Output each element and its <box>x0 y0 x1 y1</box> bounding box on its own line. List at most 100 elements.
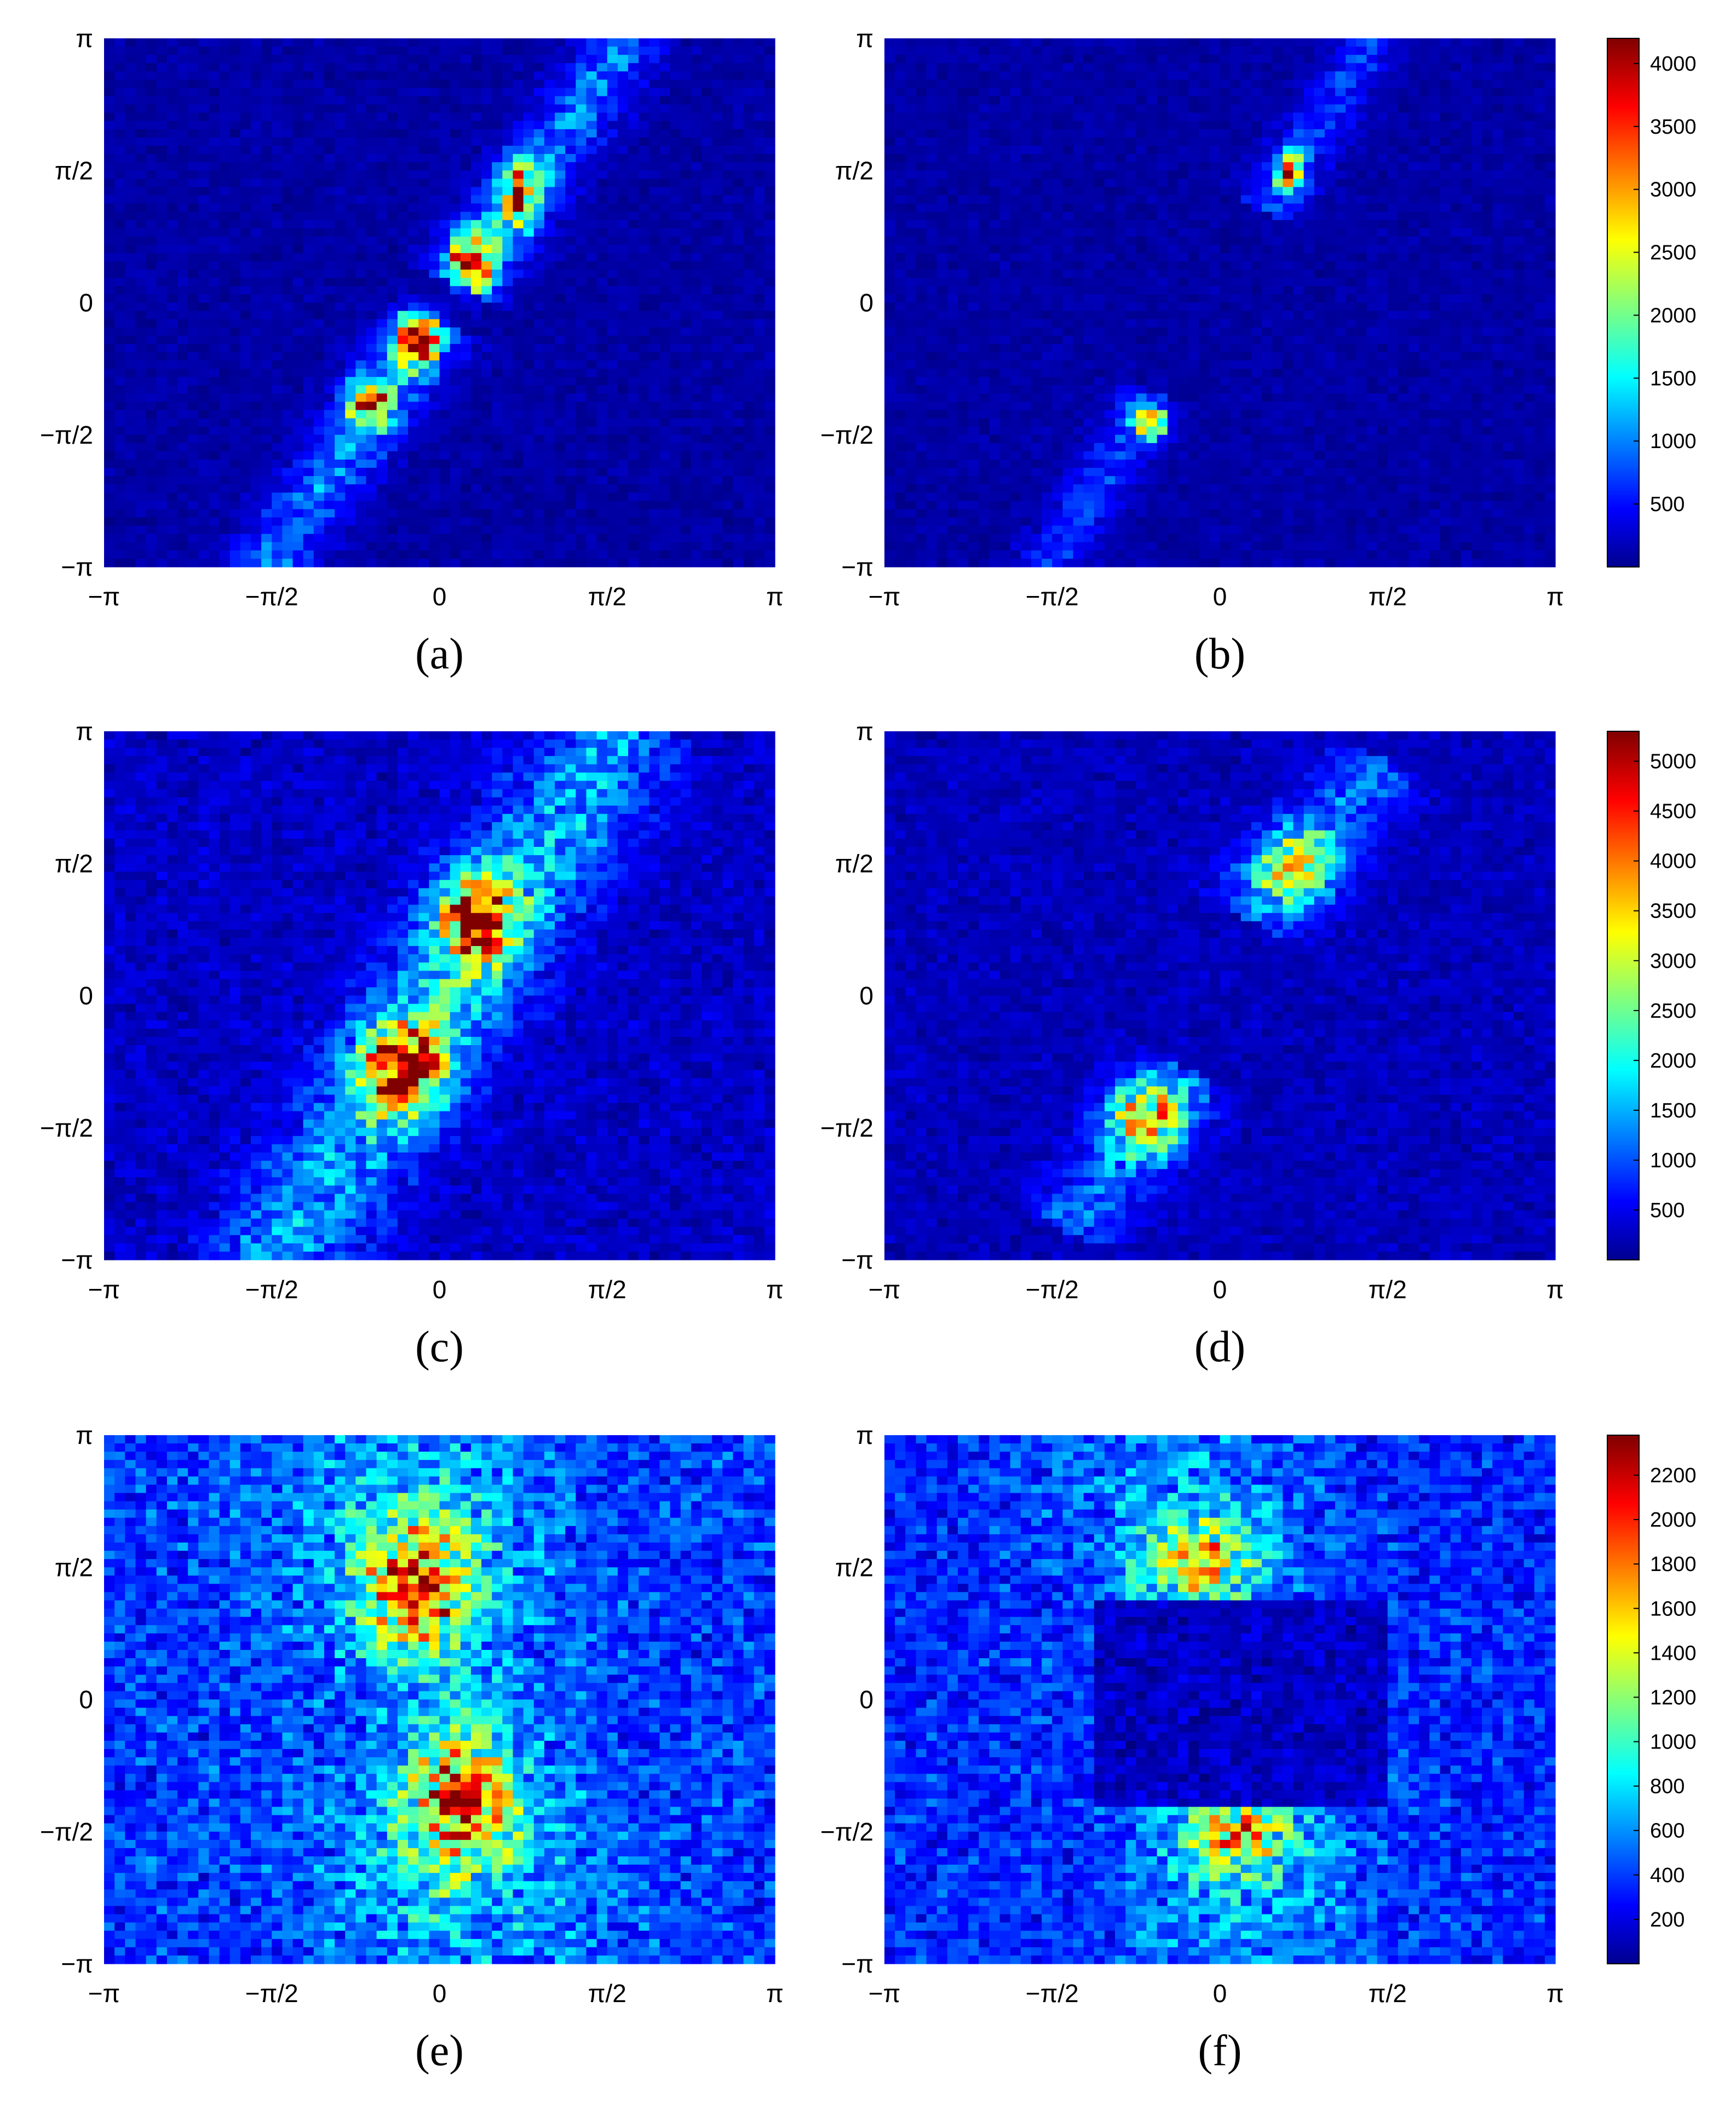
heatmap-cell <box>702 468 712 477</box>
heatmap-cell <box>1157 104 1168 113</box>
heatmap-cell <box>114 343 125 353</box>
heatmap-cell <box>1503 112 1514 122</box>
heatmap-cell <box>397 55 409 64</box>
heatmap-cell <box>1115 71 1126 80</box>
heatmap-cell <box>135 137 147 146</box>
heatmap-cell <box>1094 137 1105 146</box>
heatmap-cell <box>188 270 199 278</box>
heatmap-cell <box>125 402 136 411</box>
heatmap-cell <box>104 88 115 97</box>
heatmap-cell <box>680 112 692 122</box>
y-tick-label: π/2 <box>55 156 93 185</box>
heatmap-cell <box>240 162 251 171</box>
heatmap-cell <box>272 360 283 369</box>
heatmap-cell <box>712 501 723 510</box>
heatmap-cell <box>492 501 503 510</box>
heatmap-cell <box>586 335 597 345</box>
heatmap-cell <box>1125 104 1136 113</box>
heatmap-cell <box>639 468 649 477</box>
heatmap-cell <box>229 402 241 411</box>
heatmap-cell <box>439 534 451 543</box>
heatmap-cell <box>429 492 440 501</box>
heatmap-cell <box>513 220 524 229</box>
heatmap-cell <box>135 335 147 345</box>
heatmap-cell <box>743 558 755 567</box>
heatmap-cell <box>229 451 241 460</box>
heatmap-cell <box>926 88 938 97</box>
heatmap-cell <box>450 492 461 501</box>
heatmap-cell <box>639 55 649 64</box>
heatmap-cell <box>1146 47 1158 55</box>
heatmap-cell <box>387 501 398 510</box>
heatmap-cell <box>722 203 734 213</box>
heatmap-cell <box>429 558 440 567</box>
heatmap-cell <box>135 492 147 501</box>
heatmap-cell <box>188 451 199 460</box>
heatmap-cell <box>743 542 755 551</box>
heatmap-cell <box>272 492 283 501</box>
heatmap-cell <box>272 426 283 435</box>
heatmap-cell <box>470 129 482 138</box>
heatmap-cell <box>166 220 178 229</box>
heatmap-cell <box>586 63 597 72</box>
heatmap-cell <box>135 352 147 361</box>
heatmap-cell <box>114 418 125 427</box>
heatmap-cell <box>617 79 629 89</box>
heatmap-cell <box>240 195 251 204</box>
heatmap-cell <box>114 468 125 477</box>
heatmap-cell <box>146 55 157 64</box>
heatmap-cell <box>470 146 482 154</box>
heatmap-cell <box>691 550 702 559</box>
heatmap-cell <box>565 335 576 345</box>
heatmap-cell <box>240 525 251 535</box>
heatmap-cell <box>439 369 451 377</box>
heatmap-cell <box>146 96 157 105</box>
heatmap-cell <box>659 517 671 526</box>
heatmap-cell <box>680 55 692 64</box>
heatmap-cell <box>397 517 409 526</box>
heatmap-cell <box>166 96 178 105</box>
heatmap-cell <box>722 146 734 154</box>
heatmap-cell <box>345 253 356 262</box>
heatmap-cell <box>989 112 1001 122</box>
heatmap-cell <box>1177 47 1189 55</box>
heatmap-cell <box>1283 104 1294 113</box>
heatmap-cell <box>272 476 283 485</box>
heatmap-cell <box>733 534 744 543</box>
heatmap-cell <box>596 558 608 567</box>
heatmap-cell <box>533 129 545 138</box>
heatmap-cell <box>188 443 199 452</box>
heatmap-cell <box>670 71 681 80</box>
heatmap-cell <box>502 211 514 221</box>
heatmap-cell <box>209 377 220 386</box>
heatmap-cell <box>492 236 503 245</box>
heatmap-cell <box>754 501 765 510</box>
heatmap-cell <box>166 360 178 369</box>
heatmap-cell <box>659 327 671 336</box>
heatmap-cell <box>722 484 734 493</box>
heatmap-cell <box>702 228 712 237</box>
heatmap-cell <box>1471 121 1482 130</box>
heatmap-cell <box>1146 129 1158 138</box>
heatmap-cell <box>1230 71 1241 80</box>
heatmap-cell <box>1492 71 1503 80</box>
heatmap-cell <box>313 443 325 452</box>
heatmap-cell <box>586 154 597 163</box>
heatmap-cell <box>659 484 671 493</box>
heatmap-cell <box>659 104 671 113</box>
heatmap-cell <box>895 47 906 55</box>
heatmap-cell <box>198 451 210 460</box>
heatmap-cell <box>702 550 712 559</box>
heatmap-cell <box>104 558 115 567</box>
heatmap-cell <box>659 63 671 72</box>
heatmap-cell <box>282 162 294 171</box>
heatmap-cell <box>156 525 168 535</box>
heatmap-cell <box>702 476 712 485</box>
heatmap-cell <box>240 211 251 221</box>
heatmap-cell <box>754 261 765 270</box>
heatmap-cell <box>282 236 294 245</box>
heatmap-cell <box>209 96 220 105</box>
heatmap-cell <box>764 443 775 452</box>
heatmap-cell <box>617 270 629 278</box>
heatmap-cell <box>659 244 671 254</box>
